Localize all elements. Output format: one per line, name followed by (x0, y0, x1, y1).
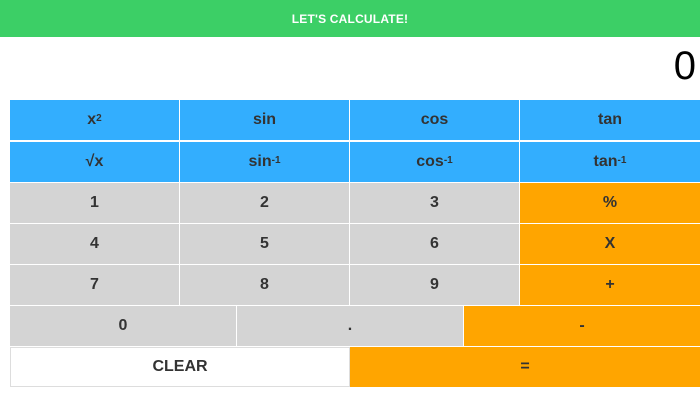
number-row-2: 4 5 6 X (10, 224, 700, 264)
decimal-point-button[interactable]: . (237, 306, 464, 346)
number-row-3: 7 8 9 + (10, 265, 700, 305)
multiply-button[interactable]: X (520, 224, 700, 264)
number-row-1: 1 2 3 % (10, 183, 700, 223)
subtract-button[interactable]: - (464, 306, 700, 346)
digit-6-button[interactable]: 6 (350, 224, 520, 264)
digit-1-button[interactable]: 1 (10, 183, 180, 223)
digit-3-button[interactable]: 3 (350, 183, 520, 223)
digit-9-button[interactable]: 9 (350, 265, 520, 305)
digit-2-button[interactable]: 2 (180, 183, 350, 223)
add-button[interactable]: + (520, 265, 700, 305)
result-display: 0 (0, 37, 700, 100)
clear-button[interactable]: CLEAR (10, 347, 350, 387)
display-value: 0 (673, 44, 696, 88)
app-title: LET'S CALCULATE! (291, 11, 409, 26)
number-row-4: 0 . - (10, 306, 700, 346)
sin-button[interactable]: sin (180, 100, 350, 140)
digit-5-button[interactable]: 5 (180, 224, 350, 264)
cos-button[interactable]: cos (350, 100, 520, 140)
digit-7-button[interactable]: 7 (10, 265, 180, 305)
sqrt-button[interactable]: √x (10, 142, 180, 182)
digit-8-button[interactable]: 8 (180, 265, 350, 305)
digit-0-button[interactable]: 0 (10, 306, 237, 346)
app-title-bar: LET'S CALCULATE! (0, 0, 700, 37)
function-row-2: √x sin -1 cos -1 tan -1 (10, 142, 700, 182)
asin-button[interactable]: sin -1 (180, 142, 350, 182)
digit-4-button[interactable]: 4 (10, 224, 180, 264)
divide-button[interactable]: % (520, 183, 700, 223)
acos-button[interactable]: cos -1 (350, 142, 520, 182)
tan-button[interactable]: tan (520, 100, 700, 140)
equals-button[interactable]: = (350, 347, 700, 387)
action-row: CLEAR = (10, 347, 700, 387)
atan-button[interactable]: tan -1 (520, 142, 700, 182)
